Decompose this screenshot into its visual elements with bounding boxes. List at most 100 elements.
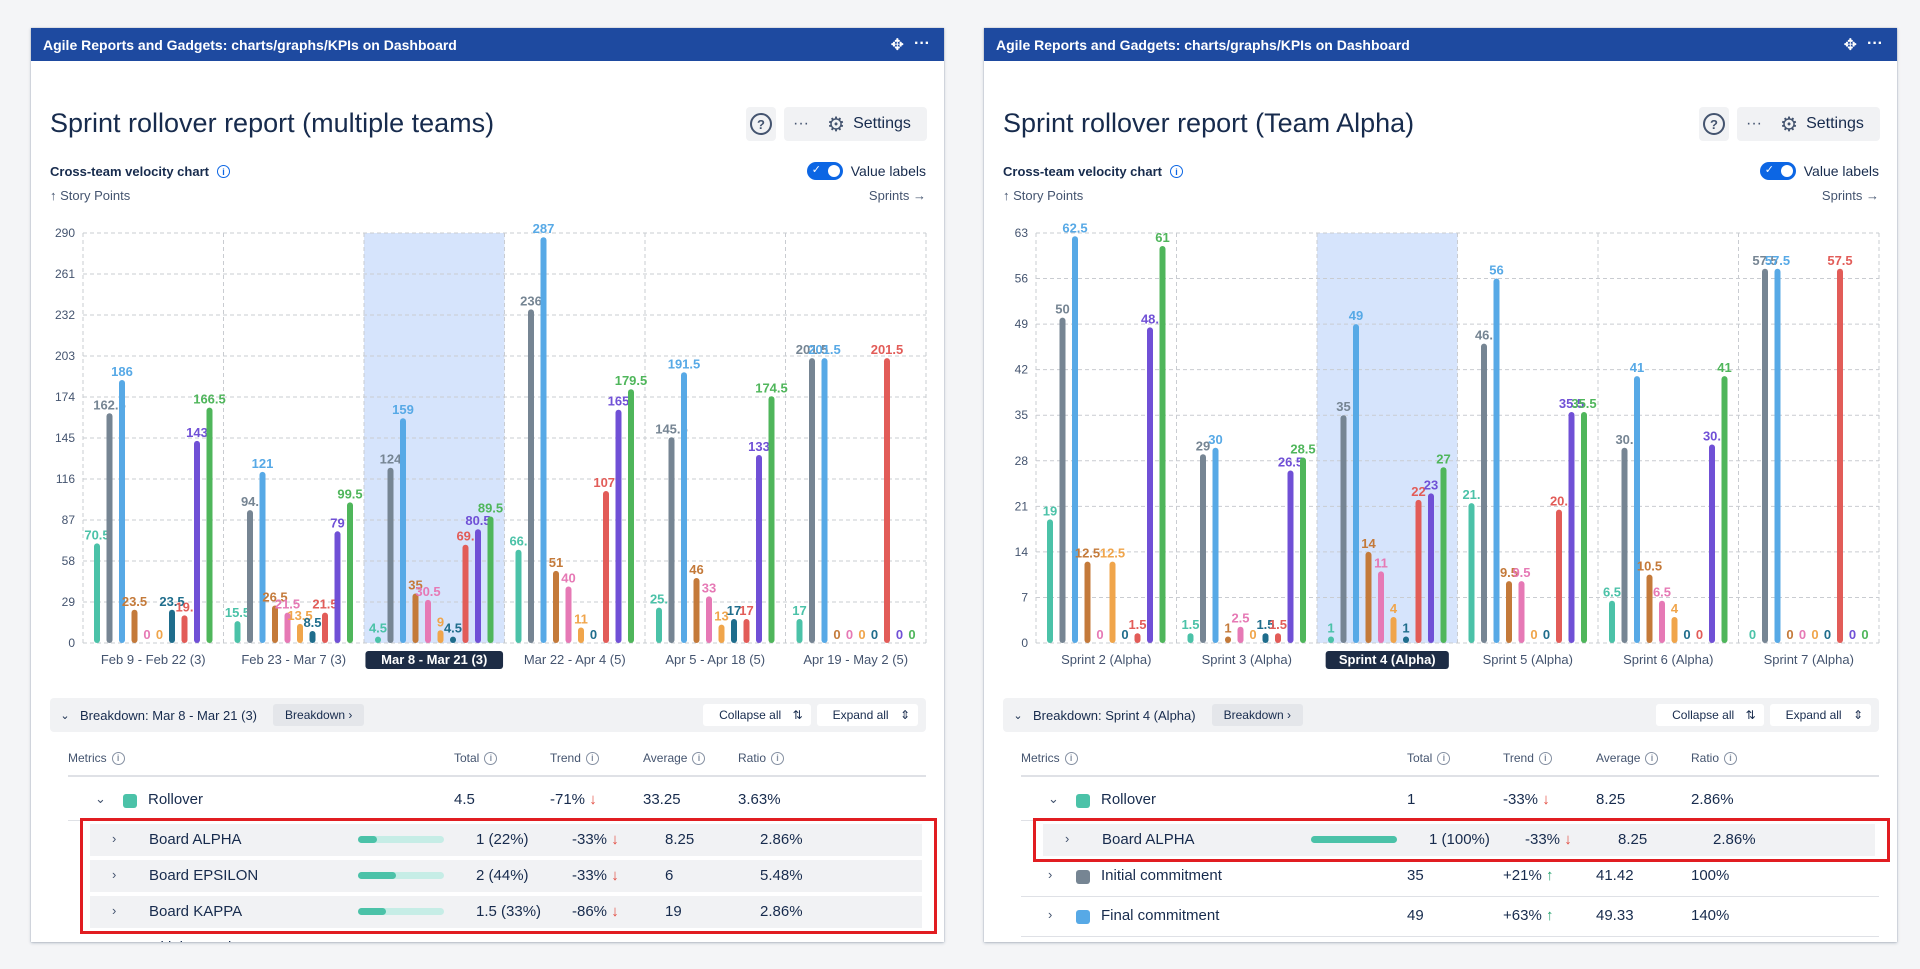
chart-bar[interactable]: [1200, 454, 1206, 643]
chart-bar[interactable]: [375, 636, 381, 643]
chart-bar[interactable]: [247, 510, 253, 643]
chart-bar[interactable]: [1275, 633, 1281, 643]
chart-bar[interactable]: [1568, 411, 1575, 643]
info-icon[interactable]: i: [692, 751, 706, 765]
chart-bar[interactable]: [743, 618, 750, 643]
chart-bar[interactable]: [693, 577, 700, 643]
metric-row[interactable]: › Initial commitment 35 +21% ↑ 41.42 100%: [1021, 860, 1879, 892]
chart-bar[interactable]: [565, 586, 572, 643]
expand-chevron-icon[interactable]: ›: [1065, 831, 1070, 846]
more-options-icon[interactable]: ···: [914, 35, 930, 52]
chart-bar[interactable]: [462, 544, 469, 643]
x-tick-label[interactable]: Mar 22 - Apr 4 (5): [524, 652, 626, 667]
chart-bar[interactable]: [1581, 411, 1587, 643]
expand-chevron-icon[interactable]: ›: [95, 939, 99, 942]
chart-bar[interactable]: [1287, 470, 1294, 643]
chart-bar[interactable]: [809, 358, 815, 643]
chart-bar[interactable]: [540, 237, 547, 643]
chart-bar[interactable]: [768, 396, 775, 643]
chart-bar[interactable]: [1109, 561, 1116, 643]
chart-bar[interactable]: [1212, 447, 1219, 643]
info-icon[interactable]: i: [484, 751, 498, 765]
x-tick-label[interactable]: Feb 9 - Feb 22 (3): [101, 652, 206, 667]
chart-bar[interactable]: [796, 618, 803, 643]
chart-bar[interactable]: [119, 380, 125, 643]
info-icon[interactable]: i: [1437, 751, 1451, 765]
collapse-all-button[interactable]: Collapse all ⇅: [1656, 704, 1764, 726]
chart-bar[interactable]: [169, 609, 175, 643]
info-icon[interactable]: i: [111, 751, 125, 765]
expand-chevron-icon[interactable]: ›: [112, 831, 117, 846]
chart-bar[interactable]: [718, 624, 725, 643]
move-icon[interactable]: ✥: [1843, 37, 1858, 54]
chart-bar[interactable]: [884, 358, 890, 643]
breakdown-button[interactable]: Breakdown ›: [273, 704, 365, 726]
chart-bar[interactable]: [412, 593, 419, 643]
chart-bar[interactable]: [681, 372, 687, 643]
breakdown-button[interactable]: Breakdown ›: [1211, 704, 1303, 726]
chart-bar[interactable]: [334, 531, 341, 643]
settings-button[interactable]: ⚙ Settings: [1764, 107, 1880, 141]
chart-bar[interactable]: [1774, 268, 1781, 643]
chart-bar[interactable]: [297, 623, 303, 643]
chart-bar[interactable]: [309, 630, 316, 643]
chart-bar[interactable]: [1506, 581, 1512, 643]
chart-bar[interactable]: [1328, 636, 1334, 643]
chart-bar[interactable]: [528, 309, 534, 643]
expand-chevron-icon[interactable]: ›: [1048, 907, 1053, 922]
metric-row[interactable]: › Final commitment 49 +63% ↑ 49.33 140%: [1021, 900, 1879, 932]
chart-bar[interactable]: [1237, 626, 1244, 643]
chart-bar[interactable]: [425, 599, 431, 643]
chart-bar[interactable]: [487, 516, 494, 643]
chart-bar[interactable]: [1365, 551, 1372, 643]
chart-bar[interactable]: [1709, 444, 1715, 643]
chart-bar[interactable]: [1378, 571, 1384, 643]
x-tick-label[interactable]: Sprint 3 (Alpha): [1202, 652, 1292, 667]
info-icon[interactable]: i: [1064, 751, 1078, 765]
help-button[interactable]: ?: [746, 107, 776, 141]
chart-bar[interactable]: [578, 627, 584, 643]
chart-bar[interactable]: [131, 609, 138, 643]
x-tick-label[interactable]: Mar 8 - Mar 21 (3): [381, 652, 487, 667]
chart-bar[interactable]: [1440, 467, 1447, 643]
chart-bar[interactable]: [1659, 600, 1665, 643]
chart-bar[interactable]: [1047, 519, 1053, 643]
chart-bar[interactable]: [1837, 268, 1843, 643]
info-icon[interactable]: i: [1538, 751, 1552, 765]
chart-bar[interactable]: [731, 618, 737, 643]
chart-bar[interactable]: [615, 409, 622, 643]
x-tick-label[interactable]: Sprint 2 (Alpha): [1061, 652, 1151, 667]
chart-bar[interactable]: [387, 467, 394, 643]
expand-chevron-icon[interactable]: ›: [112, 867, 117, 882]
chart-bar[interactable]: [821, 358, 828, 643]
value-labels-toggle[interactable]: [1759, 162, 1796, 180]
chart-bar[interactable]: [347, 502, 353, 643]
breakdown-subrow[interactable]: › Board EPSILON 2 (44%) -33% ↓ 6 5.48%: [90, 860, 922, 892]
info-icon[interactable]: i: [1724, 751, 1738, 765]
chart-bar[interactable]: [322, 612, 328, 643]
expand-chevron-icon[interactable]: ›: [112, 903, 117, 918]
settings-button[interactable]: ⚙ Settings: [811, 107, 927, 141]
chart-bar[interactable]: [437, 630, 444, 643]
value-labels-toggle[interactable]: [806, 162, 843, 180]
chart-bar[interactable]: [1481, 343, 1487, 643]
chart-bar[interactable]: [206, 407, 213, 643]
chart-bar[interactable]: [1300, 457, 1306, 643]
chart-bar[interactable]: [94, 543, 100, 643]
chart-bar[interactable]: [1468, 503, 1475, 643]
chart-bar[interactable]: [1609, 600, 1615, 643]
chart-bar[interactable]: [1340, 415, 1347, 643]
chart-bar[interactable]: [194, 440, 200, 643]
info-icon[interactable]: i: [1645, 751, 1659, 765]
chart-bar[interactable]: [1428, 493, 1434, 643]
chart-bar[interactable]: [1621, 447, 1628, 643]
chart-bar[interactable]: [1390, 616, 1397, 643]
x-tick-label[interactable]: Apr 5 - Apr 18 (5): [665, 652, 765, 667]
chart-bar[interactable]: [259, 471, 266, 643]
chart-bar[interactable]: [553, 570, 559, 643]
info-icon[interactable]: i: [771, 751, 785, 765]
info-icon[interactable]: i: [216, 165, 230, 178]
chart-bar[interactable]: [450, 636, 456, 643]
chart-bar[interactable]: [1084, 561, 1091, 643]
chart-bar[interactable]: [475, 529, 481, 643]
